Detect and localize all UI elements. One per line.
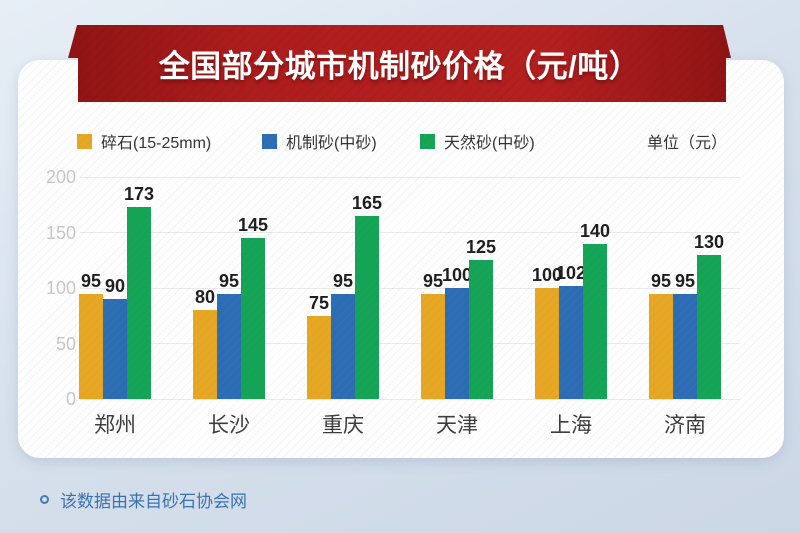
bar-column: 90 [103, 177, 127, 399]
y-axis-tick-label: 200 [45, 167, 76, 187]
bar-column: 100 [531, 177, 563, 399]
bar-value-label: 75 [308, 293, 330, 313]
bar-column: 140 [579, 177, 611, 399]
bar [697, 255, 721, 399]
x-axis-category-label: 重庆 [322, 414, 364, 437]
legend-swatch-icon [262, 133, 277, 149]
bar-value-label: 95 [650, 271, 672, 291]
bar [355, 216, 379, 399]
bar [421, 294, 445, 399]
x-axis-category-label: 长沙 [208, 414, 250, 437]
footer-note-text: 该数据由来自砂石协会网 [60, 492, 247, 511]
x-axis-category-label: 上海 [550, 414, 592, 437]
bar-column: 125 [465, 177, 497, 399]
bar [103, 299, 127, 399]
legend-item: 天然砂(中砂) [420, 129, 535, 153]
bar [331, 294, 355, 399]
bar-column: 102 [555, 177, 587, 399]
bar-group: 95 95 130 [628, 177, 742, 399]
bar-column: 165 [351, 177, 383, 399]
legend-item: 碎石(15-25mm) [77, 129, 211, 153]
bar-value-label: 145 [237, 215, 269, 235]
bar-column: 95 [217, 177, 241, 399]
bar-column: 95 [421, 177, 445, 399]
bar-value-label: 80 [194, 287, 216, 307]
bar-column: 100 [441, 177, 473, 399]
bar-column: 95 [673, 177, 697, 399]
bar-column: 95 [79, 177, 103, 399]
legend-swatch-icon [420, 133, 435, 149]
bar [583, 244, 607, 399]
bar-value-label: 100 [441, 265, 473, 285]
y-axis-tick-label: 0 [65, 389, 76, 409]
bar-value-label: 102 [555, 263, 587, 283]
bar [127, 207, 151, 399]
bar-value-label: 95 [80, 271, 102, 291]
bar-group: 95 100 125 [400, 177, 514, 399]
bar [217, 294, 241, 399]
bar-value-label: 100 [531, 265, 563, 285]
bar [559, 286, 583, 399]
bar-column: 75 [307, 177, 331, 399]
chart-title: 全国部分城市机制砂价格（元/吨） [158, 49, 641, 84]
bar [649, 294, 673, 399]
y-axis-tick-label: 100 [45, 278, 76, 298]
gridline [80, 176, 740, 178]
bar-group: 80 95 145 [172, 177, 286, 399]
footer-note: 该数据由来自砂石协会网 [40, 487, 247, 512]
ribbon-banner: 全国部分城市机制砂价格（元/吨） [68, 25, 731, 102]
legend-item-label: 碎石(15-25mm) [101, 135, 212, 152]
bar [79, 294, 103, 399]
bar-column: 80 [193, 177, 217, 399]
legend-item: 机制砂(中砂) [262, 129, 377, 153]
bar-column: 145 [237, 177, 269, 399]
x-axis-category-label: 郑州 [94, 414, 136, 437]
bar-value-label: 95 [674, 271, 696, 291]
bar-column: 130 [693, 177, 725, 399]
bar [241, 238, 265, 399]
bar [535, 288, 559, 399]
gridline [80, 343, 740, 344]
y-axis-tick-label: 50 [55, 333, 76, 354]
bar-group: 75 95 165 [286, 177, 400, 399]
bar-value-label: 130 [693, 232, 725, 252]
x-axis-category-label: 天津 [436, 414, 478, 437]
bar-value-label: 125 [465, 237, 497, 257]
bar-value-label: 140 [579, 221, 611, 241]
bar [307, 316, 331, 399]
legend-item-label: 天然砂(中砂) [444, 135, 535, 152]
bar [469, 260, 493, 399]
bar [673, 294, 697, 399]
bar-column: 95 [331, 177, 355, 399]
bar-column: 173 [123, 177, 155, 399]
legend-item-label: 机制砂(中砂) [286, 135, 377, 152]
x-axis-category-label: 济南 [664, 414, 706, 437]
legend-swatch-icon [77, 133, 92, 149]
gridline [80, 398, 740, 400]
circle-bullet-icon [40, 495, 49, 504]
bar [445, 288, 469, 399]
bar-group: 95 90 173 [58, 177, 172, 399]
bar-column: 95 [649, 177, 673, 399]
bar [193, 310, 217, 399]
bar-value-label: 95 [422, 271, 444, 291]
bar-value-label: 165 [351, 193, 383, 213]
gridline [80, 232, 740, 233]
gridline [80, 287, 740, 289]
unit-label: 单位（元） [646, 135, 727, 152]
bar-group: 100 102 140 [514, 177, 628, 399]
bar-value-label: 95 [332, 271, 354, 291]
bar-value-label: 95 [218, 271, 240, 291]
bar-value-label: 173 [123, 184, 155, 204]
y-axis-tick-label: 150 [45, 222, 76, 243]
bar-value-label: 90 [104, 276, 126, 296]
